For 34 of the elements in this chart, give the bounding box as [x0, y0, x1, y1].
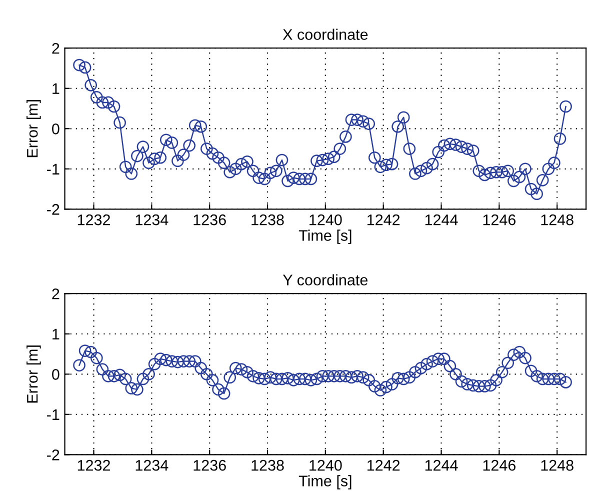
x-tick-label: 1244	[425, 460, 458, 471]
y-tick-label: -1	[47, 164, 60, 174]
x-tick-label: 1240	[310, 460, 342, 471]
y-tick-label: 2	[52, 288, 60, 300]
x-tick-label: 1234	[136, 214, 168, 226]
x-tick-label: 1232	[78, 460, 110, 471]
x-tick-label: 1236	[194, 460, 226, 471]
y-tick-label: 1	[52, 83, 60, 94]
x-tick-label: 1238	[252, 460, 284, 471]
y-tick-label: -1	[47, 409, 60, 420]
y-axis-title: Error [m]	[26, 100, 41, 158]
x-tick-label: 1242	[368, 460, 400, 471]
y-tick-label: -2	[47, 450, 60, 460]
x-axis-title: Time [s]	[298, 230, 352, 244]
x-tick-label: 1240	[310, 214, 342, 226]
x-tick-label: 1246	[483, 460, 516, 471]
x-tick-label: 1242	[368, 214, 400, 226]
x-tick-label: 1244	[425, 214, 458, 226]
y-tick-label: 1	[52, 328, 60, 340]
x-tick-label: 1248	[541, 214, 574, 226]
y-tick-label: 0	[52, 124, 60, 134]
x-tick-label: 1238	[252, 214, 284, 226]
chart-title: Y coordinate	[283, 274, 368, 286]
chart-title: X coordinate	[282, 28, 368, 40]
y-axis-title: Error [m]	[26, 346, 41, 403]
x-axis-title: Time [s]	[298, 475, 352, 490]
x-tick-label: 1248	[541, 460, 574, 471]
x-tick-label: 1246	[483, 214, 516, 226]
y-tick-label: 0	[52, 369, 60, 380]
x-tick-label: 1234	[136, 460, 168, 471]
x-tick-label: 1236	[194, 214, 226, 226]
y-tick-label: 2	[52, 42, 60, 54]
x-tick-label: 1232	[78, 214, 110, 226]
y-tick-label: -2	[47, 204, 60, 215]
